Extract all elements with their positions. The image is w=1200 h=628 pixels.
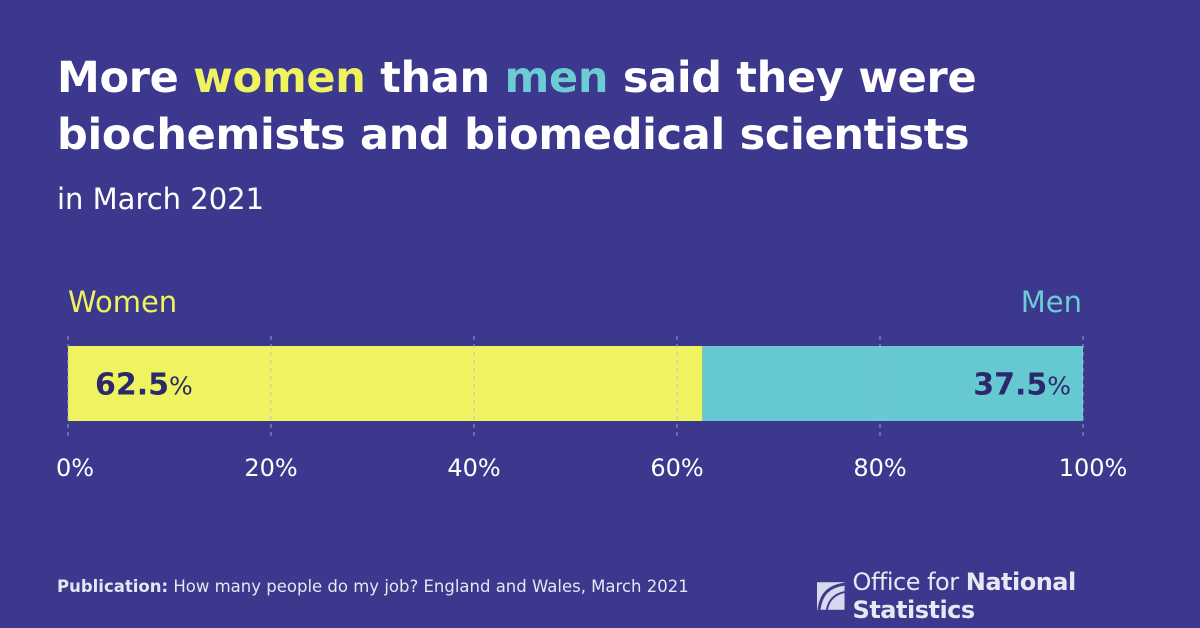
ons-logo-icon: [817, 582, 845, 610]
x-tick-label: 100%: [1059, 454, 1128, 482]
legend-women: Women: [68, 285, 178, 319]
bar-men: [702, 346, 1083, 421]
title-text: More: [57, 53, 194, 103]
chart-title: More women than men said they were bioche…: [57, 50, 977, 164]
footer-text: How many people do my job? England and W…: [168, 577, 689, 596]
subtitle: in March 2021: [57, 182, 265, 216]
bar-women: [68, 346, 703, 421]
logo-text-bold: National Statistics: [852, 568, 1077, 624]
value-label-women: 62.5%: [95, 368, 193, 403]
x-tick-label: 0%: [56, 454, 94, 482]
title-line2: biochemists and biomedical scientists: [57, 110, 970, 160]
footer-publication: Publication: How many people do my job? …: [57, 577, 689, 596]
title-text: said they were: [608, 53, 977, 103]
legend-men: Men: [1020, 285, 1082, 319]
logo-text-light: Office for: [852, 568, 966, 596]
title-women: women: [193, 53, 366, 103]
value-label-men: 37.5%: [973, 368, 1071, 403]
x-tick-label: 60%: [650, 454, 703, 482]
footer-label: Publication:: [57, 577, 169, 596]
ons-logo: Office for National Statistics: [817, 568, 1200, 624]
x-tick-label: 80%: [853, 454, 906, 482]
x-tick-label: 20%: [244, 454, 297, 482]
title-men: men: [504, 53, 609, 103]
title-text: than: [365, 53, 505, 103]
x-tick-label: 40%: [447, 454, 500, 482]
